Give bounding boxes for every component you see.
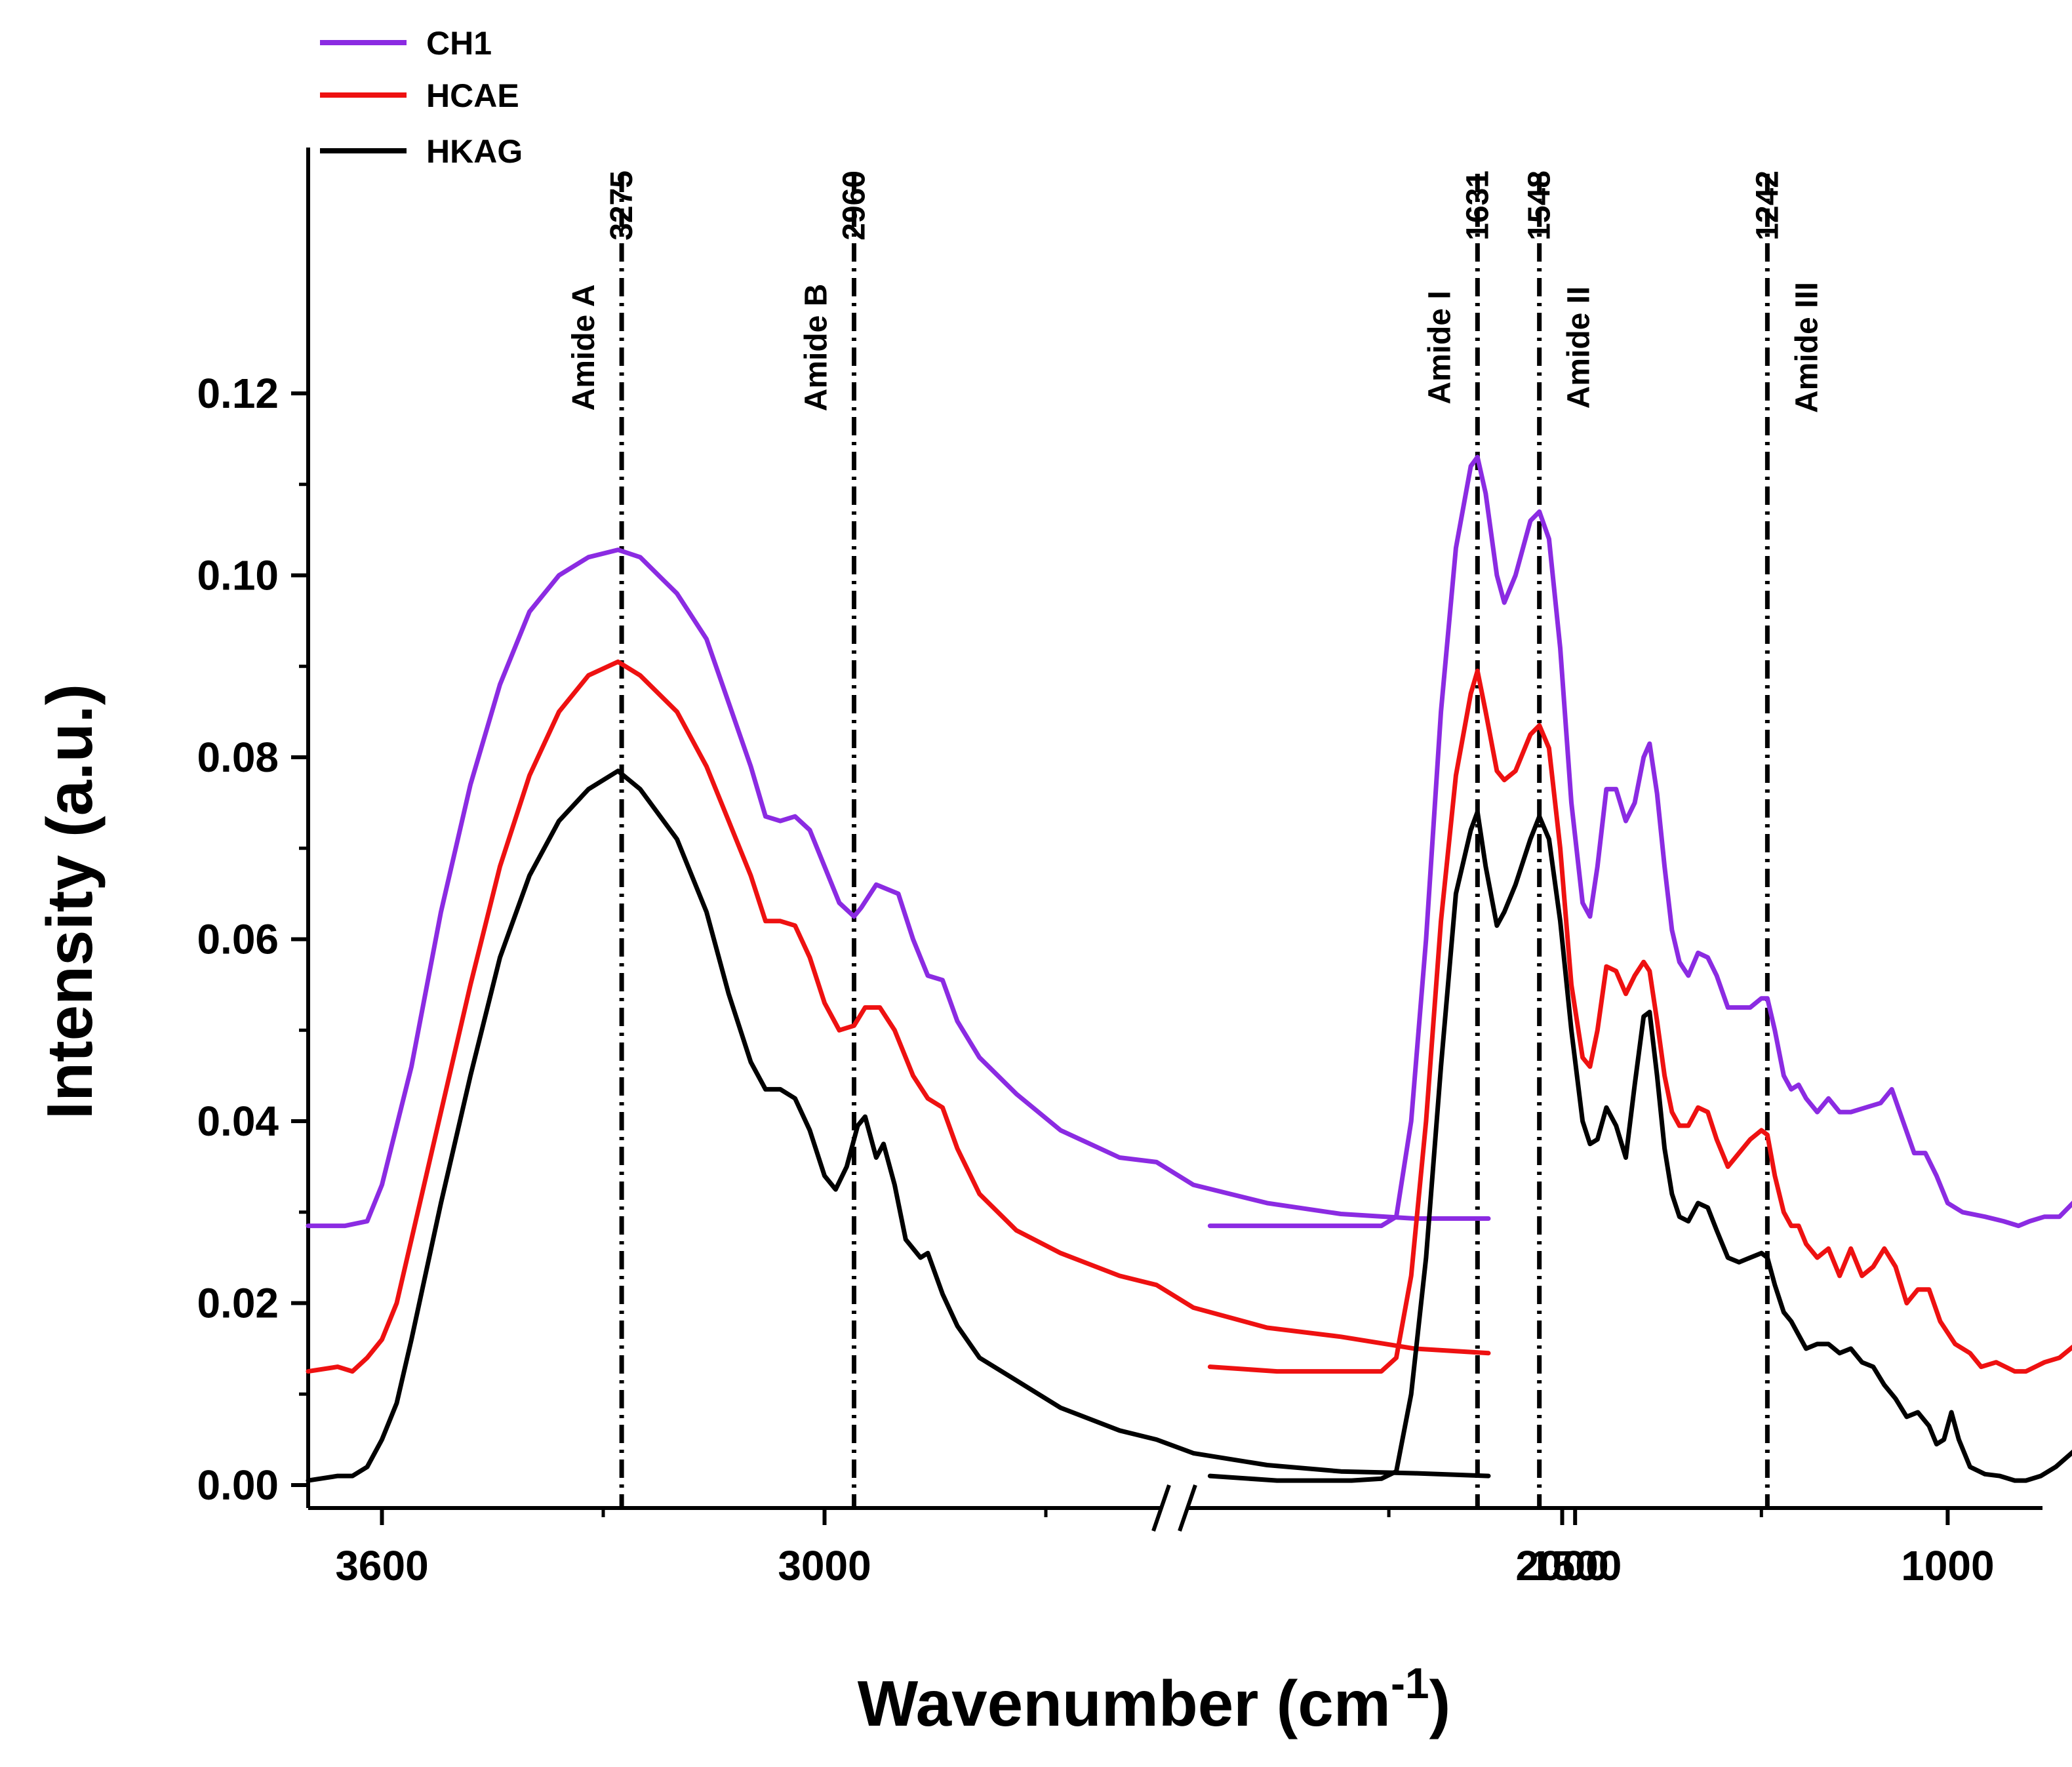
legend: CH1 HCAE HKAG — [320, 25, 523, 170]
legend-label-ch1: CH1 — [426, 25, 492, 62]
x-axis-title-main: Wavenumber (cm — [858, 1667, 1391, 1739]
y-tick-label: 0.06 — [197, 916, 279, 963]
axis-break-mark — [1178, 1484, 1197, 1532]
y-tick-label: 0.12 — [197, 370, 279, 417]
series-lines — [306, 454, 2072, 1483]
series-line-hkag-left — [306, 768, 1491, 1483]
legend-label-hcae: HCAE — [426, 77, 519, 114]
y-axis-title: Intensity (a.u.) — [33, 684, 106, 1119]
peak-label-2960: 2960 — [837, 170, 872, 241]
x-tick-label: 1000 — [1901, 1542, 1994, 1589]
series-line-hcae-left — [306, 659, 1491, 1374]
y-tick-label: 0.02 — [197, 1280, 279, 1327]
annotation-amide-b: Amide B — [799, 284, 834, 412]
x-axis-title-superscript: -1 — [1391, 1659, 1429, 1707]
x-axis-title: Wavenumber (cm-1) — [858, 1659, 1451, 1739]
peak-label-1631: 1631 — [1460, 170, 1495, 241]
series-line-ch1-right — [1207, 454, 2072, 1229]
peak-label-3275: 3275 — [605, 170, 639, 241]
x-tick-label: 3600 — [335, 1542, 428, 1589]
series-line-hkag-right — [1207, 809, 2072, 1483]
annotation-amide-ii: Amide II — [1562, 287, 1597, 409]
y-tick-label: 0.10 — [197, 552, 279, 599]
annotation-amide-a: Amide A — [567, 285, 601, 411]
x-tick-label: 2000 — [1515, 1542, 1608, 1589]
peak-label-1548: 1548 — [1523, 170, 1557, 241]
annotation-amide-iii: Amide III — [1789, 282, 1824, 413]
x-tick-label: 1500 — [1528, 1542, 1622, 1589]
annotation-amide-i: Amide I — [1422, 290, 1457, 404]
peak-label-1242: 1242 — [1750, 170, 1785, 241]
x-tick-label: 3000 — [778, 1542, 871, 1589]
legend-label-hkag: HKAG — [426, 133, 523, 170]
x-axis-title-close: ) — [1429, 1667, 1451, 1739]
y-tick-label: 0.00 — [197, 1461, 279, 1509]
reference-lines: 3275 Amide A 2960 Amide B 1631 Amide I 1548 Ami… — [567, 170, 1824, 1508]
axes: 0.00 0.02 0.04 0.06 0.08 0.10 0.12 3600 3000 2000… — [197, 148, 2042, 1589]
y-tick-label: 0.04 — [197, 1098, 279, 1145]
y-tick-label: 0.08 — [197, 734, 279, 781]
series-line-hcae-right — [1207, 668, 2072, 1374]
axis-break-mark — [1151, 1484, 1171, 1532]
series-line-ch1-left — [306, 547, 1491, 1229]
